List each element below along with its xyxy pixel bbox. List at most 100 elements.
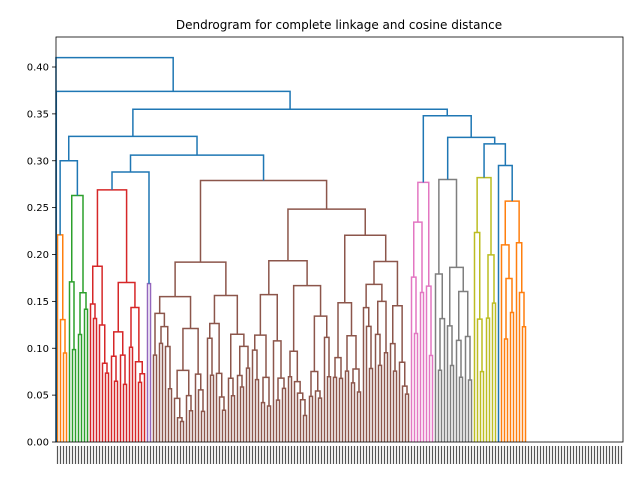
- leaf-label-mark: [569, 446, 572, 464]
- leaf-label-mark: [296, 446, 299, 464]
- leaf-label-mark: [554, 446, 557, 464]
- leaf-label-mark: [350, 446, 353, 464]
- leaf-label-mark: [308, 446, 311, 464]
- dendrogram-link: [176, 416, 183, 442]
- dendrogram-link: [179, 420, 185, 442]
- dendrogram-link: [476, 318, 483, 442]
- leaf-label-mark: [335, 446, 338, 464]
- dendrogram-link: [434, 273, 443, 442]
- leaf-label-mark: [134, 446, 137, 464]
- dendrogram-link: [113, 331, 124, 357]
- leaf-label-mark: [491, 446, 494, 464]
- dendrogram-link: [128, 346, 134, 442]
- leaf-label-mark: [83, 446, 86, 464]
- leaf-label-mark: [155, 446, 158, 464]
- leaf-label-mark: [485, 446, 488, 464]
- leaf-label-mark: [527, 446, 530, 464]
- leaf-label-mark: [383, 446, 386, 464]
- leaf-label-mark: [455, 446, 458, 464]
- leaf-label-mark: [470, 446, 473, 464]
- leaf-label-mark: [347, 446, 350, 464]
- dendrogram-link: [483, 143, 507, 178]
- dendrogram-link: [122, 383, 128, 442]
- leaf-label-mark: [380, 446, 383, 464]
- dendrogram-link: [365, 283, 383, 308]
- leaf-label-mark: [506, 446, 509, 464]
- dendrogram-link: [200, 410, 206, 442]
- leaf-label-mark: [65, 446, 68, 464]
- leaf-label-mark: [191, 446, 194, 464]
- leaf-label-mark: [188, 446, 191, 464]
- leaf-label-mark: [236, 446, 239, 464]
- leaf-label-mark: [617, 446, 620, 464]
- dendrogram-link: [365, 325, 372, 442]
- y-tick-label: 0.35: [27, 109, 49, 120]
- leaf-label-mark: [209, 446, 212, 464]
- dendrogram-link: [268, 259, 308, 295]
- leaf-label-mark: [584, 446, 587, 464]
- leaf-label-mark: [254, 446, 257, 464]
- dendrogram-link: [338, 377, 344, 442]
- dendrogram-link: [146, 282, 152, 442]
- dendrogram-link: [287, 375, 293, 442]
- leaf-label-mark: [431, 446, 434, 464]
- leaf-label-mark: [140, 446, 143, 464]
- leaf-label-mark: [215, 446, 218, 464]
- dendrogram-link: [346, 334, 357, 372]
- leaf-label-mark: [566, 446, 569, 464]
- leaf-label-mark: [179, 446, 182, 464]
- leaf-label-mark: [581, 446, 584, 464]
- leaf-label-mark: [620, 446, 623, 464]
- leaf-label-mark: [587, 446, 590, 464]
- dendrogram-link: [176, 369, 190, 399]
- leaf-label-mark: [224, 446, 227, 464]
- dendrogram-link: [504, 200, 520, 245]
- leaf-label-mark: [461, 446, 464, 464]
- leaf-label-mark: [110, 446, 113, 464]
- dendrogram-link: [92, 265, 103, 326]
- dendrogram-link: [259, 293, 278, 341]
- leaf-label-mark: [119, 446, 122, 464]
- leaf-label-mark: [614, 446, 617, 464]
- leaf-label-mark: [101, 446, 104, 464]
- leaf-label-mark: [611, 446, 614, 464]
- leaf-label-mark: [68, 446, 71, 464]
- leaf-label-mark: [128, 446, 131, 464]
- leaf-label-mark: [56, 446, 59, 464]
- leaf-label-mark: [131, 446, 134, 464]
- leaf-label-mark: [482, 446, 485, 464]
- leaf-label-mark: [212, 446, 215, 464]
- leaf-label-mark: [137, 446, 140, 464]
- leaf-label-mark: [278, 446, 281, 464]
- leaf-label-mark: [551, 446, 554, 464]
- leaf-label-mark: [233, 446, 236, 464]
- leaf-label-mark: [392, 446, 395, 464]
- leaf-label-mark: [497, 446, 500, 464]
- dendrogram-link: [404, 393, 410, 442]
- chart-title: Dendrogram for complete linkage and cosi…: [176, 18, 502, 32]
- leaf-label-mark: [314, 446, 317, 464]
- dendrogram-link: [251, 349, 258, 442]
- leaf-label-mark: [521, 446, 524, 464]
- dendrogram-link: [113, 380, 119, 442]
- leaf-label-mark: [377, 446, 380, 464]
- leaf-label-mark: [575, 446, 578, 464]
- leaf-label-mark: [464, 446, 467, 464]
- dendrogram-link: [413, 332, 419, 442]
- leaf-label-mark: [365, 446, 368, 464]
- dendrogram-link: [352, 368, 360, 393]
- leaf-label-mark: [488, 446, 491, 464]
- leaf-label-mark: [245, 446, 248, 464]
- dendrogram-link: [383, 351, 389, 442]
- dendrogram-link: [182, 327, 199, 375]
- dendrogram-link: [59, 160, 79, 235]
- dendrogram-link: [221, 409, 227, 442]
- dendrogram-link: [497, 164, 513, 442]
- leaf-label-mark: [272, 446, 275, 464]
- dendrogram-link: [129, 154, 265, 181]
- dendrogram-link: [71, 194, 84, 293]
- dendrogram-link: [458, 290, 469, 341]
- dendrogram-link: [199, 179, 328, 263]
- dendrogram-link: [117, 281, 136, 332]
- leaf-label-mark: [557, 446, 560, 464]
